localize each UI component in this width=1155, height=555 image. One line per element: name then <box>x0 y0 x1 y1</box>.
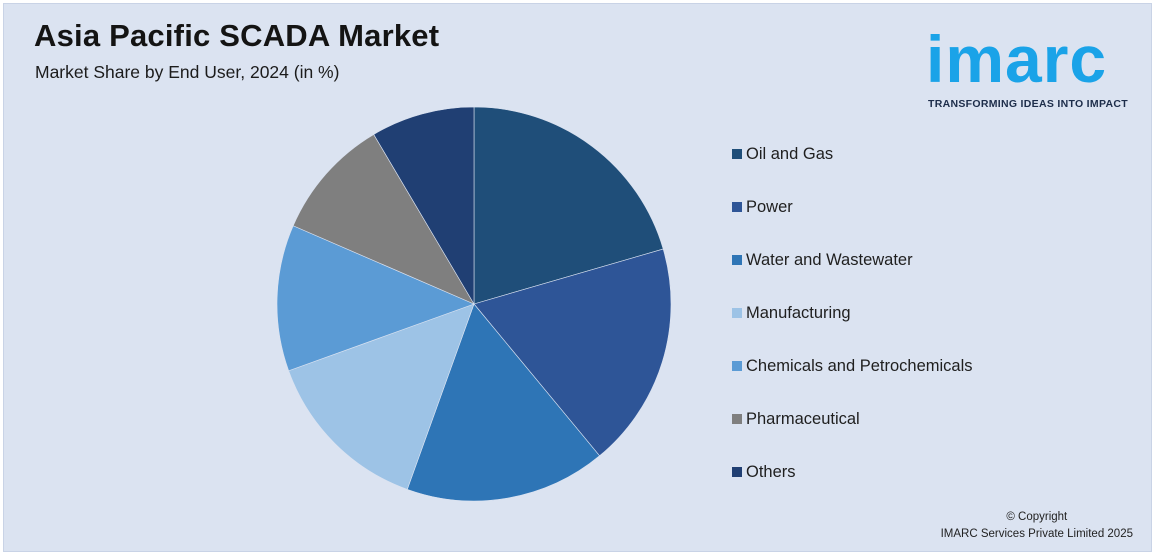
logo-tagline: TRANSFORMING IDEAS INTO IMPACT <box>928 98 1128 110</box>
pie-slice-oil-and-gas[interactable] <box>473 106 664 305</box>
chart-title: Asia Pacific SCADA Market <box>34 18 440 53</box>
legend-swatch <box>732 361 742 371</box>
legend-swatch <box>732 467 742 477</box>
legend-swatch <box>732 255 742 265</box>
pie-slice-power[interactable] <box>473 248 672 457</box>
legend-swatch <box>732 308 742 318</box>
chart-subtitle: Market Share by End User, 2024 (in %) <box>35 62 340 82</box>
pie-slice-others[interactable] <box>373 106 475 306</box>
pie-slice-manufacturing[interactable] <box>288 303 475 490</box>
pie-slice-chemicals-and-petrochemicals[interactable] <box>276 225 475 372</box>
copyright-notice: © Copyright IMARC Services Private Limit… <box>941 509 1133 543</box>
logo-wordmark: imarc <box>926 22 1108 96</box>
pie-chart <box>276 106 672 502</box>
pie-slice-pharmaceutical[interactable] <box>292 134 475 305</box>
pie-slice-water-and-wastewater[interactable] <box>406 303 600 502</box>
legend-label: Water and Wastewater <box>746 251 913 269</box>
legend-swatch <box>732 414 742 424</box>
legend-label: Pharmaceutical <box>746 410 860 428</box>
imarc-logo: imarc TRANSFORMING IDEAS INTO IMPACT <box>922 12 1152 112</box>
legend-label: Others <box>746 463 796 481</box>
legend-label: Power <box>746 198 793 216</box>
copyright-line-1: © Copyright <box>1006 511 1068 523</box>
legend-swatch <box>732 149 742 159</box>
legend-label: Oil and Gas <box>746 145 834 163</box>
copyright-line-2: IMARC Services Private Limited 2025 <box>940 528 1133 540</box>
legend-label: Manufacturing <box>746 304 851 322</box>
chart-card: Asia Pacific SCADA Market Market Share b… <box>3 3 1152 552</box>
legend-label: Chemicals and Petrochemicals <box>746 357 973 375</box>
legend-swatch <box>732 202 742 212</box>
